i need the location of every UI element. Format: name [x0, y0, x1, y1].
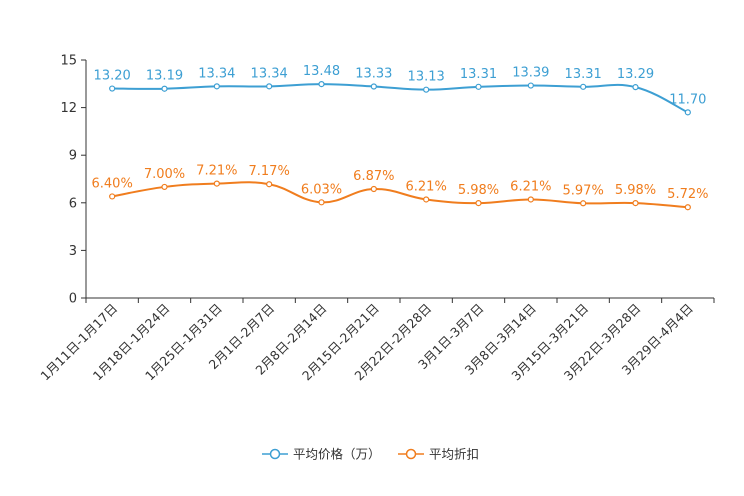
y-tick-label: 3 [69, 244, 77, 259]
series-layer: 13.20 13.19 13.34 13.34 13.48 13.33 13.13 13.31… [92, 64, 708, 211]
legend-label: 平均折扣 [429, 447, 479, 462]
data-label: 6.21% [510, 179, 551, 194]
data-label: 13.20 [94, 69, 131, 84]
y-tick-label: 6 [69, 196, 77, 211]
data-label: 5.98% [615, 183, 656, 198]
data-label: 7.00% [144, 167, 185, 182]
data-point [580, 83, 587, 90]
data-label: 6.21% [406, 179, 447, 194]
data-point [161, 85, 168, 92]
series-2: 6.40% 7.00% 7.21% 7.17% 6.03% 6.87% 6.21% 5.98%… [92, 164, 708, 211]
legend-marker [405, 448, 417, 460]
data-label: 13.19 [146, 69, 183, 84]
data-label: 11.70 [669, 92, 706, 107]
data-label: 13.39 [512, 66, 549, 81]
data-label: 7.21% [196, 164, 237, 179]
data-point [475, 83, 482, 90]
data-point [370, 83, 377, 90]
data-label: 6.40% [92, 176, 133, 191]
data-label: 13.34 [198, 66, 235, 81]
data-point [266, 83, 273, 90]
data-label: 5.98% [458, 183, 499, 198]
data-point [109, 85, 116, 92]
data-label: 7.17% [249, 164, 290, 179]
y-tick-label: 12 [60, 101, 77, 116]
legend-marker [269, 448, 281, 460]
data-point [213, 180, 220, 187]
data-point [684, 204, 691, 211]
data-point [109, 193, 116, 200]
data-label: 6.87% [353, 169, 394, 184]
legend-item-1: 平均价格（万） [262, 447, 381, 462]
y-tick-label: 9 [69, 149, 77, 164]
data-point [580, 200, 587, 207]
data-label: 13.13 [408, 70, 445, 85]
data-label: 13.34 [251, 66, 288, 81]
data-label: 5.72% [667, 187, 708, 202]
legend-item-2: 平均折扣 [398, 447, 479, 462]
data-label: 13.48 [303, 64, 340, 79]
data-point [213, 83, 220, 90]
series-line [111, 181, 688, 209]
data-point [161, 183, 168, 191]
data-label: 13.31 [460, 67, 497, 82]
data-point [684, 109, 691, 116]
data-point [527, 196, 534, 203]
data-point [632, 84, 639, 91]
data-point [318, 199, 325, 206]
series-line [112, 83, 689, 114]
data-point [370, 185, 377, 193]
legend: 平均价格（万） 平均折扣 [262, 447, 479, 462]
axes: 036912151月11日-1月17日1月18日-1月24日1月25日-1月31… [37, 54, 715, 383]
data-label: 13.31 [565, 67, 602, 82]
data-point [423, 196, 430, 203]
data-point [527, 82, 534, 89]
data-point [318, 81, 325, 88]
data-label: 5.97% [563, 183, 604, 198]
data-point [475, 200, 482, 207]
y-tick-label: 15 [60, 54, 77, 69]
legend-label: 平均价格（万） [293, 447, 381, 462]
data-point [266, 181, 273, 188]
data-label: 6.03% [301, 182, 342, 197]
series-1: 13.20 13.19 13.34 13.34 13.48 13.33 13.13 13.31… [94, 64, 706, 116]
data-label: 13.29 [617, 67, 654, 82]
data-label: 13.33 [355, 66, 392, 81]
y-tick-label: 0 [69, 292, 77, 307]
data-point [632, 200, 639, 207]
data-point [423, 86, 430, 93]
